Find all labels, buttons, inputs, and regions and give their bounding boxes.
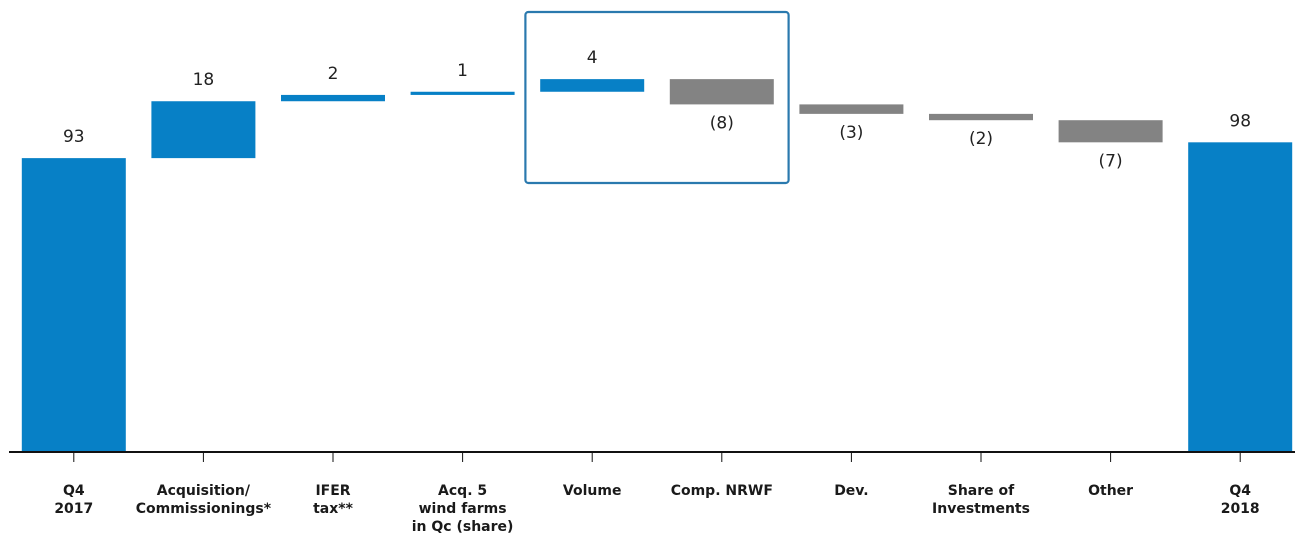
category-label-ifer-tax: IFER tax** [313, 483, 353, 517]
category-label-acq-5-wind-farms-in-qc-share: Acq. 5 wind farms in Qc (share) [412, 483, 514, 535]
category-label-comp-nrwf: Comp. NRWF [671, 483, 773, 499]
value-label-acq-5-wind-farms-in-qc-share: 1 [457, 61, 468, 81]
value-label-dev: (3) [839, 123, 863, 143]
value-label-other: (7) [1099, 151, 1123, 171]
value-label-share-of-investments: (2) [969, 129, 993, 149]
category-label-other: Other [1088, 483, 1133, 499]
category-label-share-of-investments: Share of Investments [932, 483, 1030, 517]
bar-dev [799, 104, 904, 114]
bar-q4-2017 [21, 158, 126, 452]
category-label-q4-2017: Q4 2017 [54, 483, 93, 517]
value-label-comp-nrwf: (8) [710, 113, 734, 133]
bar-comp-nrwf [669, 79, 774, 105]
value-label-q4-2018: 98 [1229, 111, 1251, 131]
category-label-dev: Dev. [834, 483, 868, 499]
category-label-q4-2018: Q4 2018 [1221, 483, 1260, 517]
value-label-q4-2017: 93 [63, 127, 85, 147]
bar-acq-5-wind-farms-in-qc-share [410, 91, 515, 95]
bar-acquisition-commissionings [151, 101, 256, 159]
highlight-box [524, 10, 790, 185]
bar-other [1058, 120, 1163, 143]
bar-q4-2018 [1188, 142, 1293, 452]
bar-ifer-tax [281, 94, 385, 102]
category-label-acquisition-commissionings: Acquisition/Commissionings* [136, 483, 272, 517]
value-label-volume: 4 [587, 48, 598, 68]
bar-volume [540, 79, 645, 92]
value-label-ifer-tax: 2 [328, 64, 339, 84]
bar-share-of-investments [929, 113, 1033, 121]
value-label-acquisition-commissionings: 18 [193, 70, 215, 90]
category-label-volume: Volume [563, 483, 622, 499]
